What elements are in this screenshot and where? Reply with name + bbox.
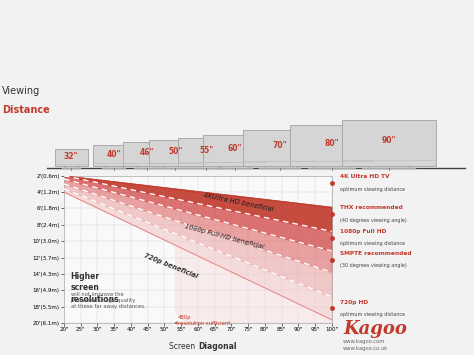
Text: THX recommended: THX recommended: [340, 205, 403, 211]
Text: 4K Ultra HD TV: 4K Ultra HD TV: [340, 174, 390, 179]
Text: optimum viewing distance: optimum viewing distance: [340, 187, 405, 192]
Text: 1080p Full HD: 1080p Full HD: [340, 229, 387, 234]
Text: Diagonal: Diagonal: [198, 342, 237, 351]
Text: 55": 55": [199, 146, 213, 155]
Text: (40 degrees viewing angle): (40 degrees viewing angle): [340, 218, 407, 223]
Text: 4KUltra HD beneficial: 4KUltra HD beneficial: [202, 192, 273, 212]
Text: optimum viewing distance: optimum viewing distance: [340, 241, 405, 246]
Text: 720p beneficial: 720p beneficial: [143, 252, 199, 279]
Text: 70": 70": [273, 141, 287, 151]
Text: www.kagoo.com: www.kagoo.com: [343, 339, 386, 344]
Text: 720p HD: 720p HD: [340, 300, 368, 305]
Text: www.kagoo.co.uk: www.kagoo.co.uk: [343, 346, 388, 351]
Text: 60": 60": [228, 144, 242, 153]
Text: SMPTE recommended: SMPTE recommended: [340, 251, 412, 256]
Text: 40": 40": [107, 150, 121, 159]
Bar: [342, 120, 436, 166]
Bar: [93, 145, 135, 166]
Text: 46": 46": [140, 148, 154, 157]
Bar: [178, 138, 235, 166]
Text: 50": 50": [168, 147, 182, 156]
Text: Higher
screen
resolutions: Higher screen resolutions: [71, 272, 119, 304]
Text: (30 degrees viewing angle): (30 degrees viewing angle): [340, 263, 407, 268]
Text: 90": 90": [382, 136, 396, 145]
Text: Distance: Distance: [2, 105, 50, 115]
Bar: [123, 142, 171, 166]
Text: Kagoo: Kagoo: [343, 320, 407, 338]
Bar: [149, 140, 201, 166]
Bar: [243, 130, 316, 166]
Text: optimum viewing distance: optimum viewing distance: [340, 312, 405, 317]
Text: will not improve the
perceived image quality
at these far away distances.: will not improve the perceived image qua…: [71, 292, 146, 309]
Text: Viewing: Viewing: [2, 86, 41, 96]
Text: 480p
resolution sufficient: 480p resolution sufficient: [175, 315, 230, 326]
Bar: [203, 135, 266, 166]
Text: 32": 32": [64, 152, 78, 161]
Bar: [290, 125, 374, 166]
Bar: [55, 149, 88, 166]
Text: 1080p Full HD beneficial: 1080p Full HD beneficial: [184, 224, 265, 251]
Text: Screen: Screen: [169, 342, 198, 351]
Text: 80": 80": [325, 138, 339, 148]
